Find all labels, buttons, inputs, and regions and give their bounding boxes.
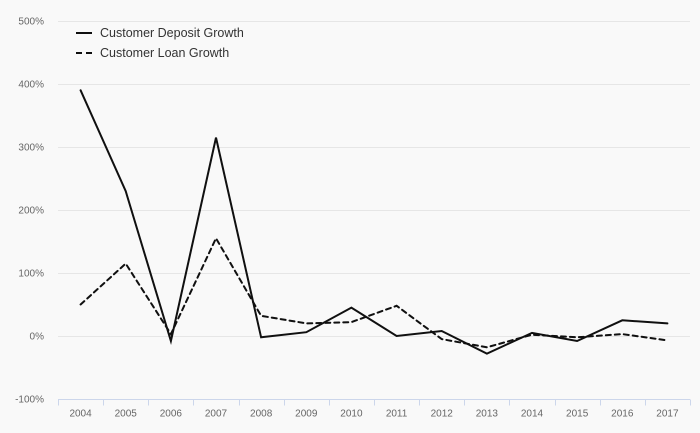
x-axis-label: 2005 <box>115 409 138 420</box>
y-axis-label: 200% <box>18 206 44 217</box>
x-axis-label: 2016 <box>611 409 634 420</box>
series-line-customer-deposit-growth <box>79 89 669 355</box>
x-axis-label: 2007 <box>205 409 228 420</box>
dashed-line-icon <box>76 51 92 54</box>
x-axis-label: 2004 <box>69 409 92 420</box>
legend-label: Customer Deposit Growth <box>100 25 244 40</box>
x-axis-label: 2009 <box>295 409 318 420</box>
y-axis-label: 500% <box>18 17 44 28</box>
x-axis-label: 2006 <box>160 409 183 420</box>
y-axis-label: 100% <box>18 269 44 280</box>
y-axis-label: 400% <box>18 80 44 91</box>
legend-label: Customer Loan Growth <box>100 45 230 60</box>
x-axis-label: 2013 <box>476 409 499 420</box>
series-line-customer-loan-growth <box>79 236 669 349</box>
x-axis-label: 2011 <box>386 409 408 420</box>
x-axis-label: 2008 <box>250 409 273 420</box>
x-axis-label: 2010 <box>340 409 363 420</box>
x-axis-label: 2017 <box>656 409 679 420</box>
solid-line-icon <box>76 31 92 34</box>
y-axis-label: 0% <box>30 332 45 343</box>
x-axis-label: 2015 <box>566 409 589 420</box>
legend-item-customer-loan-growth[interactable]: Customer Loan Growth <box>76 44 244 61</box>
y-axis-label: -100% <box>15 395 44 406</box>
x-axis-label: 2012 <box>431 409 454 420</box>
y-axis-label: 300% <box>18 143 44 154</box>
legend-item-customer-deposit-growth[interactable]: Customer Deposit Growth <box>76 24 244 41</box>
x-axis-label: 2014 <box>521 409 544 420</box>
legend: Customer Deposit Growth Customer Loan Gr… <box>76 24 244 61</box>
